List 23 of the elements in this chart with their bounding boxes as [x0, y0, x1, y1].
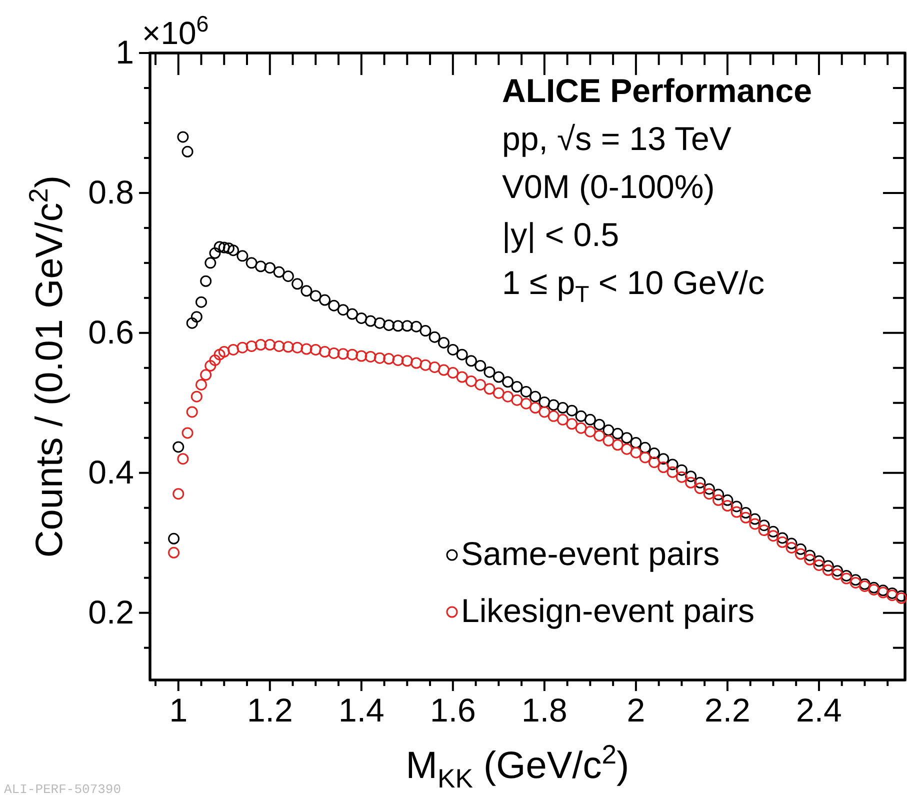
- annotation: ALICE Performance: [502, 72, 812, 109]
- annotation: pp, √s = 13 TeV: [502, 120, 732, 157]
- x-tick-label: 1.8: [521, 691, 568, 728]
- x-tick-label: 1.4: [338, 691, 384, 728]
- x-axis-title: M$_{KK}$ (GeV/c$^{2}$): [406, 739, 630, 794]
- text: ×10$^{6}$: [142, 12, 209, 51]
- x-tick-label: 1.2: [246, 691, 293, 728]
- annotation: |y| < 0.5: [502, 216, 620, 253]
- x-tick-label: 1.6: [430, 691, 476, 728]
- y-tick-label: 0.4: [88, 453, 134, 490]
- text: ALI-PERF-507390: [4, 782, 122, 795]
- x-tick-label: 2: [626, 691, 646, 728]
- x-tick-label: 2.4: [796, 691, 842, 728]
- y-tick-label: 0.6: [88, 313, 134, 350]
- y-tick-label: 1: [116, 34, 134, 71]
- y-tick-label: 0.8: [88, 174, 134, 211]
- x-tick-label: 1: [169, 691, 188, 728]
- annotation: 1 ≤ p$_{T}$ < 10 GeV/c: [502, 264, 764, 308]
- legend-label: Likesign-event pairs: [461, 592, 754, 629]
- legend-label: Same-event pairs: [461, 535, 720, 572]
- x-tick-label: 2.2: [704, 691, 750, 728]
- annotation: V0M (0-100%): [502, 168, 715, 205]
- y-tick-label: 0.2: [88, 593, 134, 630]
